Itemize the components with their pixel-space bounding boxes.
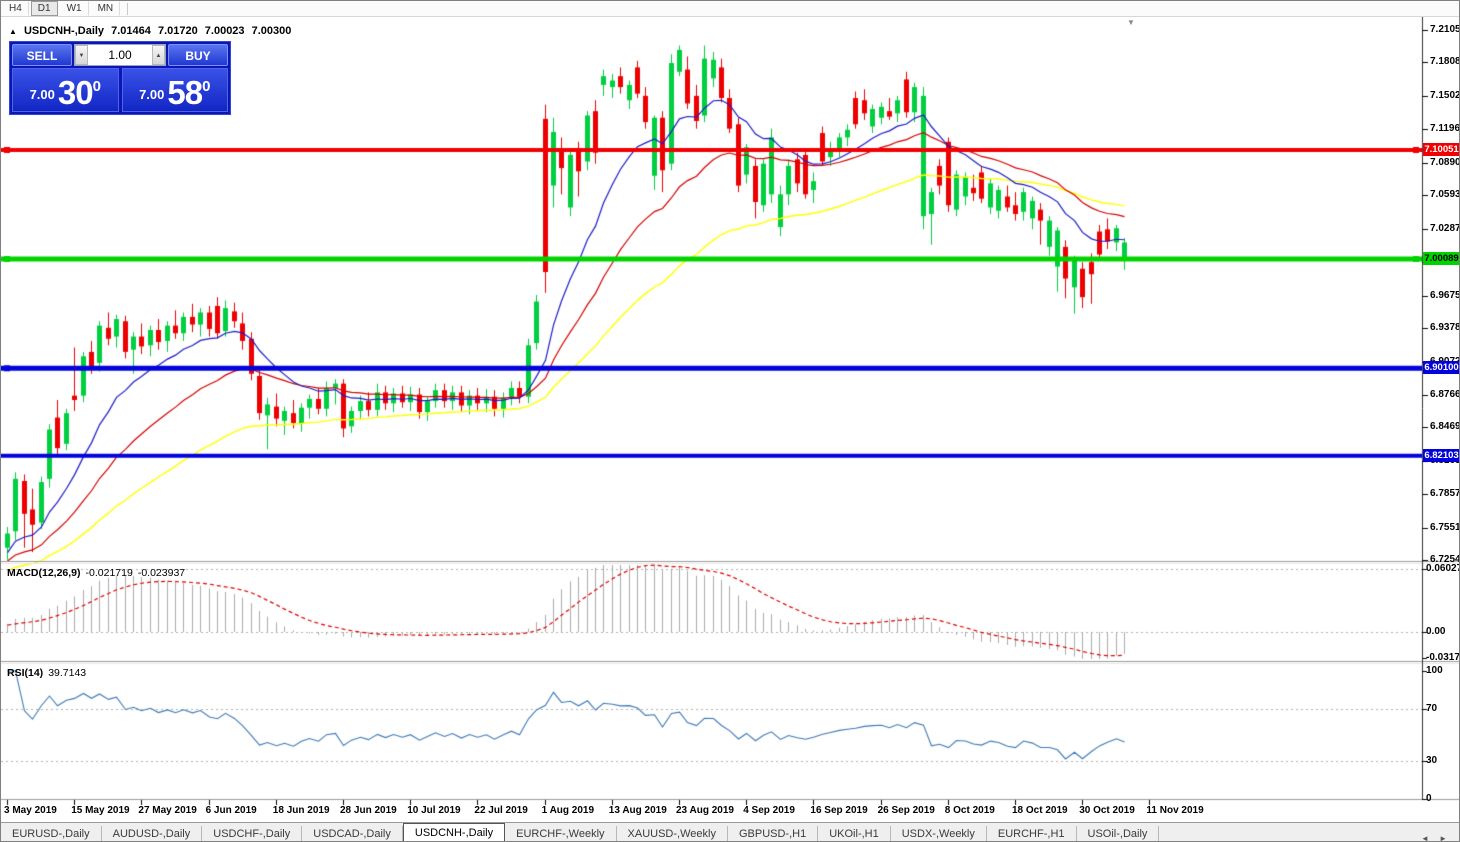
date-tick-label: 13 Aug 2019 [608,805,667,816]
indicator-scale-label: 0.060273 [1426,563,1459,574]
rsi-label: RSI(14) 39.7143 [7,667,91,679]
date-tick-label: 28 Jun 2019 [340,805,397,816]
sell-price-display[interactable]: 7.00 30 0 [12,68,119,112]
period-button-d1[interactable]: D1 [30,1,58,16]
chart-tab-usdx-weekly[interactable]: USDX-,Weekly [891,826,987,841]
ohlc-low: 7.00023 [204,25,245,37]
one-click-trading-panel: SELL ▼ 1.00 ▲ BUY 7.00 30 0 7.00 58 0 [9,41,231,115]
tab-scroll-arrows-icon[interactable]: ◄ ► [1420,834,1451,842]
ohlc-high: 7.01720 [157,25,198,37]
indicator-scale-label: 0 [1426,793,1432,804]
price-tick-label: 6.87660 [1430,388,1459,400]
macd-label: MACD(12,26,9) -0.021719 -0.023937 [7,567,190,579]
indicator-scale-label: 0.00 [1426,626,1446,637]
price-tick-label: 6.84690 [1430,421,1459,433]
sell-price-small: 7.00 [29,87,55,102]
price-tick-label: 7.21050 [1430,23,1459,35]
date-tick-label: 6 Jun 2019 [205,805,257,816]
price-tick-label: 7.11960 [1430,123,1460,135]
hline-price-badge: 6.90100 [1423,361,1459,375]
sell-button[interactable]: SELL [12,44,72,66]
buy-price-small: 7.00 [139,87,165,102]
price-tick-label: 6.75510 [1430,521,1459,533]
chart-tab-bar: EURUSD-,Daily AUDUSD-,Daily USDCHF-,Daily U… [1,822,1459,842]
rsi-value: 39.7143 [48,667,87,679]
hline-price-badge: 6.82103 [1423,448,1459,462]
price-tick-label: 7.08900 [1430,156,1459,168]
chart-tab-usoil-daily[interactable]: USOil-,Daily [1077,826,1160,841]
macd-value-1: -0.021719 [85,567,133,579]
period-button-w1[interactable]: W1 [60,1,89,16]
buy-price-big: 58 [167,74,203,111]
rsi-name: RSI(14) [7,667,44,679]
date-tick-label: 3 May 2019 [4,805,57,816]
chart-tab-xauusd-weekly[interactable]: XAUUSD-,Weekly [617,826,728,841]
hline-price-badge: 7.10051 [1423,143,1459,156]
price-tick-label: 6.72540 [1430,554,1459,566]
price-tick-label: 7.18080 [1430,56,1459,68]
volume-spinner: ▼ 1.00 ▲ [74,44,166,66]
chart-title: ▲ USDCNH-,Daily 7.01464 7.01720 7.00023 … [9,25,295,37]
date-tick-label: 23 Aug 2019 [676,805,734,816]
hline-price-badge: 7.00089 [1423,252,1459,265]
chart-shift-marker-icon[interactable]: ▼ [1127,18,1135,27]
price-tick-label: 7.02870 [1430,222,1459,234]
date-tick-label: 26 Sep 2019 [877,805,935,816]
indicator-scale-label: 70 [1426,703,1438,714]
price-tick-label: 6.93780 [1430,322,1459,334]
date-tick-label: 27 May 2019 [138,805,197,816]
price-tick-label: 7.15020 [1430,89,1459,101]
price-tick-label: 6.96750 [1430,289,1459,301]
date-tick-label: 16 Sep 2019 [810,805,868,816]
ohlc-close: 7.00300 [251,25,292,37]
sell-price-big: 30 [57,74,94,111]
chart-tab-eurusd-daily[interactable]: EURUSD-,Daily [1,826,102,841]
indicator-scale-label: 30 [1426,755,1438,766]
chart-tab-eurchf-weekly[interactable]: EURCHF-,Weekly [505,826,617,841]
volume-decrease-icon[interactable]: ▼ [75,45,88,65]
volume-input[interactable]: 1.00 [108,48,132,62]
buy-button[interactable]: BUY [168,44,228,66]
price-tick-label: 6.90720 [1430,356,1459,367]
indicator-scale-label: 100 [1426,665,1443,676]
chart-canvas[interactable] [1,17,1459,841]
period-button-mn[interactable]: MN [91,1,121,16]
chart-tab-ukoil-h1[interactable]: UKOil-,H1 [818,826,891,841]
buy-price-display[interactable]: 7.00 58 0 [121,68,228,112]
symbol-title: USDCNH-,Daily [23,25,105,37]
macd-value-2: -0.023937 [137,567,186,579]
chart-tab-gbpusd-h1[interactable]: GBPUSD-,H1 [728,826,819,841]
date-tick-label: 8 Oct 2019 [944,805,995,816]
date-tick-label: 10 Jul 2019 [407,805,461,816]
chart-tab-usdchf-daily[interactable]: USDCHF-,Daily [202,826,303,841]
price-tick-label: 7.05930 [1430,189,1459,201]
toolbar-separator [127,2,129,15]
ohlc-open: 7.01464 [111,25,151,37]
chart-tab-eurchf-h1[interactable]: EURCHF-,H1 [987,826,1077,841]
date-tick-label: 15 May 2019 [71,805,130,816]
macd-name: MACD(12,26,9) [7,567,81,579]
indicator-scale-label: -0.031729 [1426,652,1460,663]
volume-increase-icon[interactable]: ▲ [152,45,165,65]
date-tick-label: 4 Sep 2019 [743,805,795,816]
price-tick-label: 6.78570 [1430,488,1459,500]
date-tick-label: 11 Nov 2019 [1146,805,1204,816]
collapse-arrow-icon[interactable]: ▲ [9,27,17,36]
chart-tab-usdcad-daily[interactable]: USDCAD-,Daily [302,826,403,841]
period-toolbar: H4 D1 W1 MN [1,1,1459,17]
chart-tab-audusd-daily[interactable]: AUDUSD-,Daily [102,826,203,841]
date-tick-label: 22 Jul 2019 [474,805,528,816]
chart-tab-usdcnh-daily[interactable]: USDCNH-,Daily [402,823,506,841]
date-tick-label: 1 Aug 2019 [541,805,595,816]
date-tick-label: 18 Jun 2019 [272,805,330,816]
period-button-h4[interactable]: H4 [2,1,29,16]
date-tick-label: 30 Oct 2019 [1079,805,1135,816]
sell-price-sup: 0 [92,78,101,95]
date-tick-label: 18 Oct 2019 [1012,805,1068,816]
buy-price-sup: 0 [202,78,211,95]
